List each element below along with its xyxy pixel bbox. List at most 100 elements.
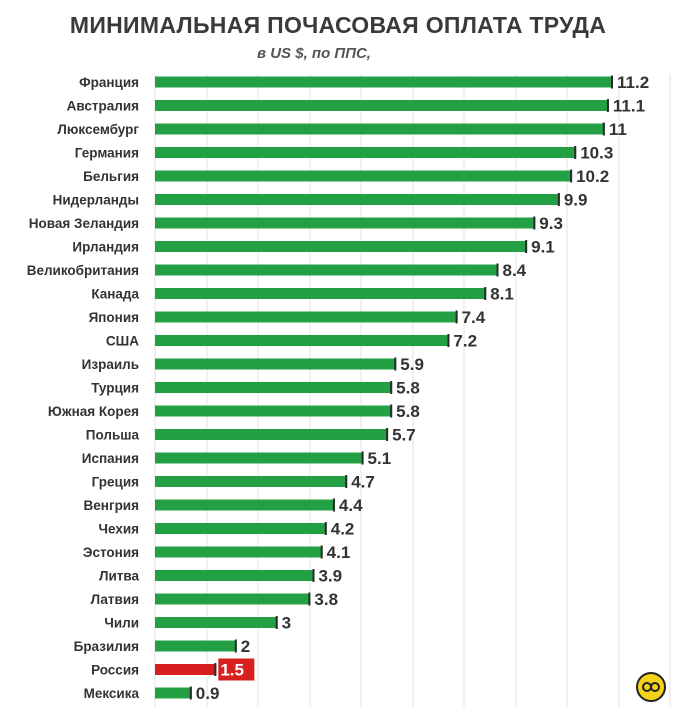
value-label: 9.1 xyxy=(531,238,555,257)
value-label: 0.9 xyxy=(196,684,220,703)
bar xyxy=(155,429,389,440)
bar xyxy=(155,546,323,558)
bar-end-cap xyxy=(332,498,335,512)
value-label: 11.2 xyxy=(617,73,649,92)
bar xyxy=(155,264,499,276)
category-label: Польша xyxy=(86,428,140,443)
category-label: Турция xyxy=(91,381,139,396)
value-label-highlight-bg xyxy=(218,658,255,681)
bar-end-cap xyxy=(324,522,327,535)
bar-end-cap xyxy=(275,616,278,629)
category-label: Эстония xyxy=(83,545,139,560)
value-label: 3.8 xyxy=(314,590,338,609)
bar xyxy=(155,241,528,252)
category-label: Латвия xyxy=(91,592,139,607)
value-label: 2 xyxy=(241,637,250,656)
category-label: Япония xyxy=(89,310,139,325)
value-label: 4.1 xyxy=(327,543,351,562)
bar xyxy=(155,288,487,299)
bar xyxy=(155,194,560,205)
bar xyxy=(155,499,335,511)
bar-end-cap xyxy=(557,193,560,206)
category-label: Ирландия xyxy=(72,240,139,255)
category-label: США xyxy=(106,334,139,349)
category-label: Греция xyxy=(92,475,139,490)
bar xyxy=(155,335,450,346)
bar-end-cap xyxy=(533,216,536,230)
category-label: Мексика xyxy=(84,686,140,701)
value-label: 8.4 xyxy=(503,261,527,280)
bar-end-cap xyxy=(390,381,393,394)
category-label: Израиль xyxy=(82,357,139,372)
bar xyxy=(155,476,348,487)
bar-end-cap xyxy=(606,99,609,112)
bar xyxy=(155,147,577,158)
category-label: Великобритания xyxy=(27,263,139,278)
category-label: Испания xyxy=(82,451,139,466)
category-label: Австралия xyxy=(67,99,139,114)
bar-end-cap xyxy=(361,451,364,465)
bar xyxy=(155,311,458,323)
bar-end-cap xyxy=(308,592,311,606)
bar-end-cap xyxy=(234,639,237,653)
bar-end-cap xyxy=(214,663,217,676)
bar-end-cap xyxy=(345,475,348,488)
category-label: Венгрия xyxy=(84,498,139,513)
value-label: 3.9 xyxy=(318,567,342,586)
value-label: 10.3 xyxy=(580,144,613,163)
value-label: 9.9 xyxy=(564,191,588,210)
category-label: Чехия xyxy=(99,522,140,537)
value-label: 5.8 xyxy=(396,379,420,398)
bar xyxy=(155,123,605,135)
bar-end-cap xyxy=(484,287,487,300)
category-label: Бразилия xyxy=(74,639,139,654)
bar xyxy=(155,570,315,581)
bar xyxy=(155,640,237,652)
bar xyxy=(155,523,327,534)
bar-end-cap xyxy=(455,310,458,324)
value-label: 8.1 xyxy=(490,285,514,304)
value-label: 9.3 xyxy=(539,214,563,233)
bar xyxy=(155,170,573,182)
chart-title: МИНИМАЛЬНАЯ ПОЧАСОВАЯ ОПЛАТА ТРУДА xyxy=(69,12,607,38)
category-label: Нидерланды xyxy=(53,193,139,208)
bar xyxy=(155,687,192,699)
category-label: Франция xyxy=(79,75,139,90)
category-label: Люксембург xyxy=(57,122,139,137)
category-label: Германия xyxy=(75,146,139,161)
bar xyxy=(155,217,536,229)
category-label: Россия xyxy=(91,663,139,678)
value-label: 4.7 xyxy=(351,473,375,492)
bar-end-cap xyxy=(525,240,528,253)
value-label: 11.1 xyxy=(613,97,645,116)
subtitle-redaction xyxy=(374,45,419,64)
value-label: 10.2 xyxy=(576,167,609,186)
value-label: 5.7 xyxy=(392,426,416,445)
bar xyxy=(155,382,393,393)
bar xyxy=(155,593,311,605)
bar-end-cap xyxy=(320,545,323,559)
value-label: 7.2 xyxy=(453,332,477,351)
bar-end-cap xyxy=(390,404,393,418)
category-label: Канада xyxy=(91,287,139,302)
value-label: 5.9 xyxy=(400,355,424,374)
value-label: 4.4 xyxy=(339,496,363,515)
bar xyxy=(155,76,613,88)
value-label: 4.2 xyxy=(331,520,355,539)
chart-subtitle-text: в US $, по ППС, xyxy=(257,45,371,62)
bar-end-cap xyxy=(394,357,397,371)
category-label: Бельгия xyxy=(83,169,139,184)
value-label: 7.4 xyxy=(462,308,486,327)
value-label: 1.5 xyxy=(220,661,244,680)
chart-subtitle: в US $, по ППС, xyxy=(0,45,676,64)
category-label: Новая Зеландия xyxy=(29,216,139,231)
bar-end-cap xyxy=(189,686,192,700)
logo-badge-icon xyxy=(636,672,666,702)
bar-end-cap xyxy=(496,263,499,277)
bar xyxy=(155,358,397,370)
bar-end-cap xyxy=(312,569,315,582)
category-label: Литва xyxy=(99,569,140,584)
value-label: 5.1 xyxy=(368,449,392,468)
